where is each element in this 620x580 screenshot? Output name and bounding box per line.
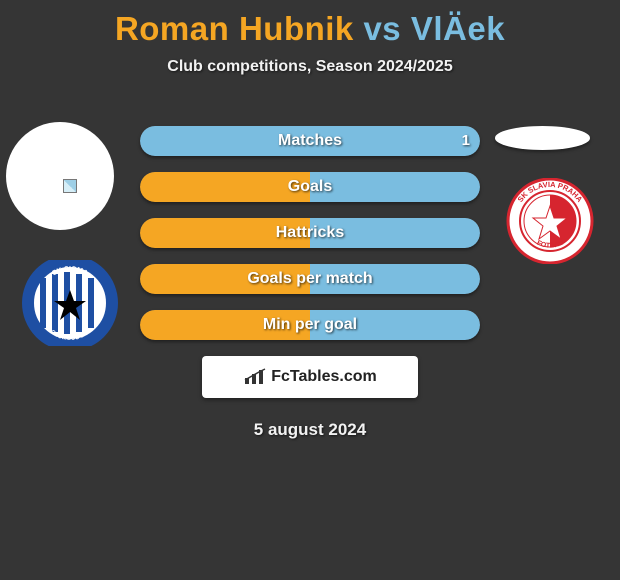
chart-icon	[243, 368, 267, 386]
fctables-badge: FcTables.com	[202, 356, 418, 398]
stat-value-right: 1	[462, 126, 470, 156]
stat-row: Hattricks	[140, 218, 480, 248]
footer-date: 5 august 2024	[0, 420, 620, 440]
stat-row: Goals per match	[140, 264, 480, 294]
stat-label: Goals per match	[140, 264, 480, 294]
subtitle: Club competitions, Season 2024/2025	[0, 58, 620, 76]
stat-label: Matches	[140, 126, 480, 156]
comparison-title: Roman Hubnik vs VlÄek	[0, 0, 620, 48]
player1-name: Roman Hubnik	[115, 10, 354, 47]
stats-area: Matches1 Goals Hattricks Goals per match Min…	[140, 126, 480, 340]
player1-photo	[6, 122, 114, 230]
stat-label: Goals	[140, 172, 480, 202]
club-logo-left: SK SIGMA OLOMOUC a.s.	[20, 260, 120, 346]
player2-photo	[495, 126, 590, 150]
stat-label: Min per goal	[140, 310, 480, 340]
player2-name: VlÄek	[411, 10, 505, 47]
broken-image-icon	[63, 179, 77, 193]
stat-row: Goals	[140, 172, 480, 202]
club-logo-right: SK SLAVIA PRAHA FOTBAL	[500, 178, 600, 264]
stat-label: Hattricks	[140, 218, 480, 248]
vs-text: vs	[363, 10, 401, 47]
stat-row: Min per goal	[140, 310, 480, 340]
stat-row: Matches1	[140, 126, 480, 156]
fctables-text: FcTables.com	[271, 368, 377, 386]
